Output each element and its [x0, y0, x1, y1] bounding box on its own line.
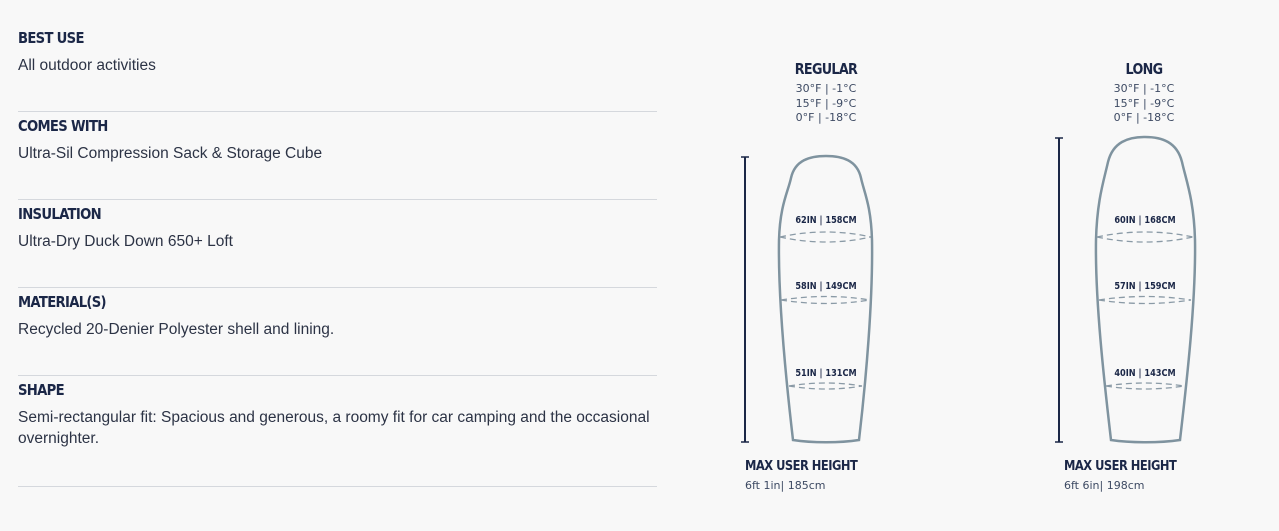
- temp-rating: 0°F | -18°C: [1113, 111, 1175, 124]
- bag-outline: [1094, 135, 1197, 444]
- max-height-value: 6ft 6in| 198cm: [1064, 479, 1145, 492]
- hip-girth: 58IN | 149CM: [795, 281, 857, 292]
- spec-value: Ultra-Sil Compression Sack & Storage Cub…: [18, 145, 323, 162]
- spec-title: MATERIAL(S): [18, 293, 107, 311]
- spec-value: Semi-rectangular fit: Spacious and gener…: [18, 409, 650, 447]
- long-bag-illustration: [1055, 135, 1197, 444]
- max-height-label: MAX USER HEIGHT: [1064, 458, 1177, 474]
- temp-rating: 30°F | -1°C: [1113, 82, 1175, 95]
- temp-rating: 15°F | -9°C: [1113, 96, 1175, 110]
- max-height-value: 6ft 1in| 185cm: [745, 479, 826, 492]
- bag-outline: [777, 154, 874, 444]
- spec-title: COMES WITH: [18, 117, 108, 135]
- spec-best-use: BEST USE All outdoor activities: [18, 24, 657, 112]
- hip-girth: 57IN | 159CM: [1114, 281, 1176, 292]
- spec-value: All outdoor activities: [18, 57, 156, 74]
- spec-value: Recycled 20-Denier Polyester shell and l…: [18, 321, 335, 338]
- temp-rating: 30°F | -1°C: [795, 82, 857, 95]
- temperature-ratings: 30°F | -1°C 15°F | -9°C 0°F | -18°C: [766, 82, 886, 126]
- foot-girth: 40IN | 143CM: [1114, 368, 1176, 379]
- temperature-ratings: 30°F | -1°C 15°F | -9°C 0°F | -18°C: [1084, 82, 1204, 126]
- shoulder-girth: 62IN | 158CM: [795, 215, 857, 226]
- spec-comes-with: COMES WITH Ultra-Sil Compression Sack & S…: [18, 112, 657, 200]
- regular-max-height: MAX USER HEIGHT 6ft 1in| 185cm: [745, 458, 877, 492]
- temp-rating: 0°F | -18°C: [795, 111, 857, 124]
- shoulder-girth: 60IN | 168CM: [1114, 215, 1176, 226]
- temp-rating: 15°F | -9°C: [795, 96, 857, 110]
- spec-materials: MATERIAL(S) Recycled 20-Denier Polyester …: [18, 288, 657, 376]
- spec-list: BEST USE All outdoor activities COMES WIT…: [18, 24, 657, 487]
- spec-value: Ultra-Dry Duck Down 650+ Loft: [18, 233, 233, 250]
- long-max-height: MAX USER HEIGHT 6ft 6in| 198cm: [1064, 458, 1196, 492]
- max-height-label: MAX USER HEIGHT: [745, 458, 858, 474]
- foot-girth: 51IN | 131CM: [795, 368, 857, 379]
- regular-bag-illustration: [741, 154, 874, 444]
- spec-insulation: INSULATION Ultra-Dry Duck Down 650+ Loft: [18, 200, 657, 288]
- spec-title: SHAPE: [18, 381, 65, 399]
- size-name: REGULAR: [794, 60, 858, 78]
- spec-title: BEST USE: [18, 29, 85, 47]
- spec-title: INSULATION: [18, 205, 102, 223]
- spec-shape: SHAPE Semi-rectangular fit: Spacious and …: [18, 376, 657, 487]
- size-regular-header: REGULAR 30°F | -1°C 15°F | -9°C 0°F | -1…: [766, 60, 886, 126]
- size-long-header: LONG 30°F | -1°C 15°F | -9°C 0°F | -18°C: [1084, 60, 1204, 126]
- size-name: LONG: [1125, 60, 1164, 78]
